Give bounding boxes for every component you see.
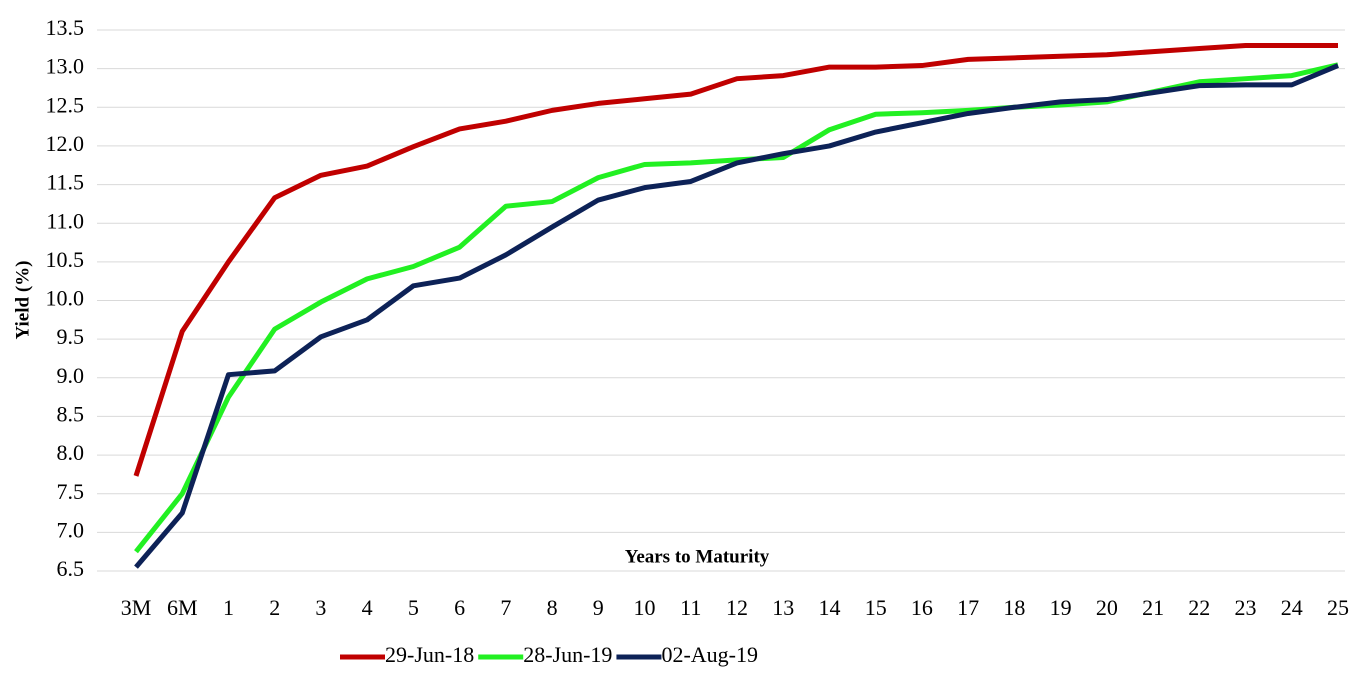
y-tick-label: 12.5 <box>46 92 85 117</box>
y-tick-label: 13.0 <box>46 54 85 79</box>
y-tick-label: 10.0 <box>46 286 85 311</box>
y-tick-label: 7.0 <box>57 517 85 542</box>
y-tick-label: 6.5 <box>57 556 85 581</box>
y-tick-label: 7.5 <box>57 479 85 504</box>
y-tick-label: 13.5 <box>46 15 85 40</box>
x-tick-label: 2 <box>269 595 280 620</box>
x-tick-label: 6 <box>454 595 465 620</box>
y-tick-label: 9.5 <box>57 324 85 349</box>
x-tick-label: 10 <box>634 595 656 620</box>
series-line <box>134 63 1339 569</box>
legend-label: 28-Jun-19 <box>523 642 612 667</box>
y-tick-label: 9.0 <box>57 363 85 388</box>
x-tick-label: 7 <box>500 595 511 620</box>
y-tick-label: 8.5 <box>57 401 85 426</box>
x-tick-label: 8 <box>547 595 558 620</box>
x-tick-label: 21 <box>1142 595 1164 620</box>
x-tick-label: 22 <box>1188 595 1210 620</box>
y-tick-label: 11.0 <box>46 208 84 233</box>
x-tick-label: 15 <box>865 595 887 620</box>
plot: 6.5 7.0 7.5 8.0 8.5 9.0 9.5 10.0 10.5 11.0 11.5 12.… <box>46 15 1350 667</box>
series-line <box>133 42 1338 477</box>
x-tick-label: 23 <box>1235 595 1257 620</box>
series-line <box>134 62 1339 554</box>
x-tick-label: 18 <box>1003 595 1025 620</box>
y-tick-label: 11.5 <box>46 170 84 195</box>
x-tick-label: 1 <box>223 595 234 620</box>
y-axis-title: Yield (%) <box>12 261 33 340</box>
x-tick-label: 13 <box>772 595 794 620</box>
legend-label: 02-Aug-19 <box>661 642 758 667</box>
y-tick-label: 8.0 <box>57 440 85 465</box>
x-tick-label: 4 <box>362 595 373 620</box>
x-tick-label: 17 <box>957 595 979 620</box>
y-tick-label: 10.5 <box>46 247 85 272</box>
x-tick-label: 5 <box>408 595 419 620</box>
x-tick-label: 19 <box>1050 595 1072 620</box>
legend-label: 29-Jun-18 <box>385 642 474 667</box>
x-tick-label: 6M <box>167 595 198 620</box>
x-tick-label: 9 <box>593 595 604 620</box>
x-tick-label: 14 <box>818 595 840 620</box>
x-tick-label: 20 <box>1096 595 1118 620</box>
x-tick-label: 3 <box>315 595 326 620</box>
y-tick-label: 12.0 <box>46 131 85 156</box>
x-tick-label: 3M <box>121 595 152 620</box>
x-tick-label: 24 <box>1281 595 1303 620</box>
x-tick-label: 11 <box>680 595 701 620</box>
x-tick-label: 12 <box>726 595 748 620</box>
x-tick-label: 16 <box>911 595 933 620</box>
x-axis-title: Years to Maturity <box>625 546 770 567</box>
x-tick-label: 25 <box>1327 595 1349 620</box>
